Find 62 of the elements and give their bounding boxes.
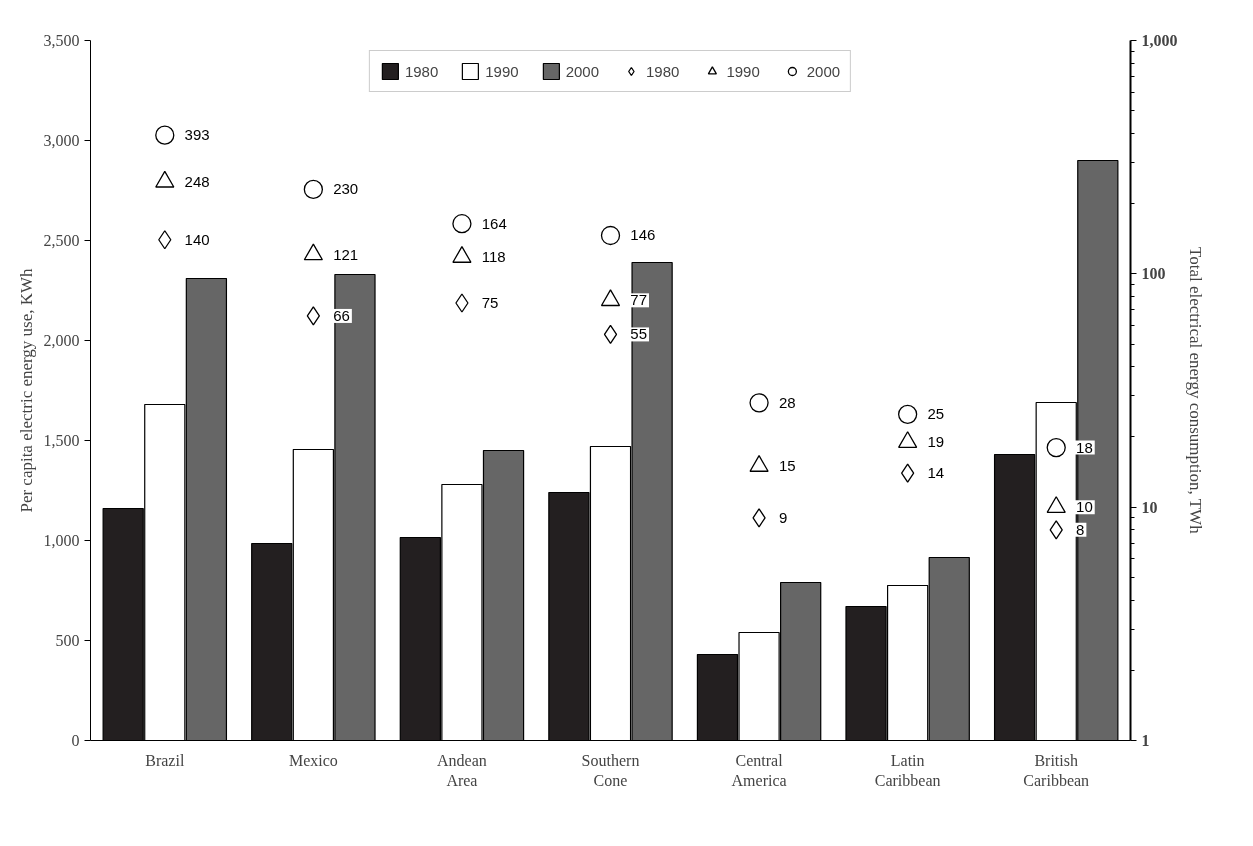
point: [900, 463, 915, 483]
point: [897, 404, 918, 424]
y-tick-label: 3,500: [43, 32, 80, 49]
point: [155, 125, 175, 145]
data-label: 25: [927, 405, 945, 423]
x-tick-label: Brazil: [145, 751, 185, 769]
data-label: 18: [1076, 438, 1093, 456]
x-tick-label: Central America: [731, 751, 787, 789]
y-tick-label: 1,000: [43, 532, 80, 549]
point: [455, 293, 469, 313]
legend-label: 1990: [485, 62, 519, 80]
y-tick-label: 2,000: [43, 332, 80, 349]
point: [452, 214, 472, 234]
data-label: 19: [927, 433, 945, 451]
point: [306, 306, 321, 326]
y-tick-label: 3,000: [43, 132, 80, 149]
y-tick-label: 0: [71, 732, 80, 749]
data-label: 164: [481, 214, 507, 232]
legend-label: 2000: [806, 62, 841, 80]
x-tick-label: Andean Area: [437, 751, 487, 789]
y-tick-label: 500: [55, 632, 80, 649]
data-label: 230: [333, 180, 359, 198]
y2-tick-label: 10: [1141, 498, 1158, 516]
legend-label: 1990: [726, 62, 760, 80]
point: [158, 230, 172, 250]
data-label: 10: [1076, 498, 1093, 516]
data-label: 14: [927, 464, 945, 482]
legend-label: 1980: [404, 62, 439, 80]
data-label: 118: [481, 248, 506, 266]
y2-tick-label: 100: [1141, 265, 1166, 283]
data-label: 140: [184, 230, 210, 248]
point: [1046, 437, 1066, 458]
data-label: 77: [630, 291, 648, 309]
data-label: 9: [778, 508, 788, 526]
x-tick-label: Mexico: [288, 751, 338, 769]
y2-tick-label: 1: [1141, 732, 1150, 749]
legend-label: 2000: [565, 62, 599, 80]
data-label: 15: [778, 457, 796, 475]
point: [752, 508, 766, 528]
y-tick-label: 1,500: [43, 432, 80, 449]
point: [603, 324, 618, 345]
y-tick-label: 2,500: [43, 232, 80, 249]
data-label: 248: [184, 172, 210, 190]
data-label: 121: [333, 245, 359, 263]
y2-axis-title: Total electrical energy consumption, TWh: [1185, 247, 1205, 535]
data-label: 75: [481, 293, 499, 311]
point: [1049, 520, 1063, 540]
point: [303, 179, 324, 200]
point: [600, 225, 621, 246]
data-label: 146: [630, 226, 656, 244]
data-label: 28: [778, 393, 796, 411]
data-label: 55: [630, 325, 648, 343]
point: [749, 393, 769, 413]
y2-tick-label: 1,000: [1141, 32, 1178, 49]
data-label: 8: [1076, 520, 1085, 538]
x-tick-label: Latin Caribbean: [874, 751, 941, 789]
x-tick-label: British Caribbean: [1023, 751, 1090, 789]
data-label: 66: [333, 306, 350, 324]
legend-label: 1980: [646, 62, 680, 80]
y-axis-title: Per capita electric energy use, KWh: [16, 267, 36, 513]
data-label: 393: [184, 126, 210, 144]
x-tick-label: Southern Cone: [581, 751, 640, 789]
